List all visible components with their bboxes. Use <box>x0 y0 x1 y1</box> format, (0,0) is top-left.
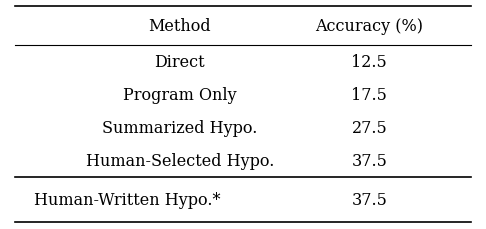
Text: Summarized Hypo.: Summarized Hypo. <box>102 120 258 136</box>
Text: 37.5: 37.5 <box>351 191 387 208</box>
Text: 17.5: 17.5 <box>351 87 387 104</box>
Text: 37.5: 37.5 <box>351 153 387 169</box>
Text: 27.5: 27.5 <box>351 120 387 136</box>
Text: 12.5: 12.5 <box>351 54 387 71</box>
Text: Program Only: Program Only <box>123 87 237 104</box>
Text: Human-Written Hypo.*: Human-Written Hypo.* <box>34 191 221 208</box>
Text: Accuracy (%): Accuracy (%) <box>315 18 423 35</box>
Text: Human-Selected Hypo.: Human-Selected Hypo. <box>86 153 274 169</box>
Text: Method: Method <box>149 18 211 35</box>
Text: Direct: Direct <box>155 54 205 71</box>
